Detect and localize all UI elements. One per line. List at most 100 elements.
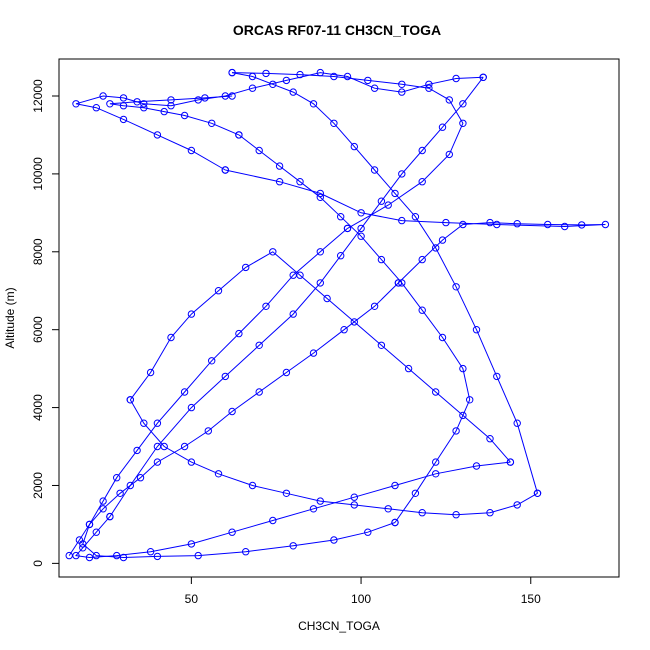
data-point	[452, 511, 460, 519]
data-point	[309, 100, 318, 108]
data-point	[398, 279, 406, 287]
data-point	[275, 162, 284, 170]
series-line	[82, 228, 396, 559]
data-point	[235, 131, 243, 139]
data-point	[79, 540, 87, 548]
data-point	[350, 142, 358, 151]
data-point	[119, 94, 128, 102]
data-point	[544, 220, 552, 229]
series-5	[72, 458, 515, 562]
data-point	[99, 497, 107, 505]
data-point	[119, 553, 128, 562]
series-3	[72, 68, 487, 174]
x-tick-label: 100	[351, 592, 371, 606]
data-point	[221, 372, 230, 381]
y-tick-label: 2000	[31, 472, 45, 499]
series-line	[225, 169, 606, 284]
data-point	[255, 146, 263, 155]
data-point	[330, 72, 338, 81]
data-point	[133, 446, 141, 455]
data-point	[357, 232, 365, 240]
data-point	[72, 551, 80, 560]
data-point	[398, 170, 406, 178]
data-point	[309, 505, 318, 513]
data-point	[418, 509, 426, 517]
data-point	[140, 104, 148, 112]
series-2	[221, 166, 610, 287]
series-9	[228, 68, 467, 233]
data-point	[194, 551, 202, 560]
data-point	[113, 474, 121, 482]
data-point	[119, 102, 128, 110]
data-point	[85, 520, 94, 529]
data-point	[493, 220, 501, 229]
data-point	[309, 349, 318, 357]
data-point	[99, 505, 107, 513]
data-point	[235, 329, 243, 338]
data-point	[92, 551, 101, 560]
data-point	[269, 80, 277, 89]
data-point	[99, 92, 107, 100]
chart-title: ORCAS RF07-11 CH3CN_TOGA	[233, 22, 441, 38]
data-point	[180, 442, 189, 451]
data-point	[330, 119, 338, 128]
data-point	[126, 396, 135, 404]
data-point	[357, 209, 365, 217]
data-point	[140, 100, 148, 108]
data-point	[418, 146, 426, 155]
series-line	[129, 251, 511, 463]
plot-frame	[58, 58, 620, 578]
data-point	[85, 553, 94, 562]
data-point	[153, 131, 162, 139]
series-8	[228, 68, 542, 497]
data-point	[384, 505, 392, 513]
data-point	[92, 528, 101, 536]
data-point	[513, 419, 521, 427]
data-point	[513, 220, 521, 228]
data-point	[472, 326, 481, 334]
data-point	[432, 458, 440, 466]
data-point	[459, 220, 467, 229]
data-point	[343, 224, 352, 233]
data-point	[316, 189, 324, 198]
data-point	[153, 419, 162, 427]
data-point	[242, 548, 250, 556]
data-point	[479, 73, 487, 82]
series-line	[232, 72, 538, 494]
data-point	[438, 236, 447, 244]
data-point	[72, 100, 80, 108]
data-point	[391, 518, 399, 527]
series-4	[106, 73, 487, 521]
data-point	[228, 528, 236, 536]
data-point	[493, 372, 501, 381]
data-point	[377, 341, 386, 349]
data-point	[513, 501, 521, 509]
data-point	[255, 341, 263, 349]
data-point	[459, 119, 467, 128]
data-point	[214, 470, 223, 478]
data-point	[357, 224, 365, 233]
data-point	[275, 178, 284, 186]
data-point	[242, 263, 250, 272]
data-point	[411, 213, 420, 221]
data-point	[370, 302, 379, 310]
data-point	[106, 512, 114, 521]
data-point	[350, 318, 358, 326]
data-point	[201, 94, 209, 102]
data-point	[187, 540, 196, 548]
data-point	[466, 396, 474, 404]
x-tick-label: 50	[185, 592, 199, 606]
data-point	[445, 96, 453, 104]
data-point	[228, 68, 236, 77]
data-point	[187, 146, 196, 155]
data-point	[398, 216, 406, 225]
data-point	[282, 489, 291, 497]
data-point	[262, 302, 270, 310]
data-point	[187, 403, 196, 412]
data-point	[486, 218, 494, 227]
series-12	[106, 92, 243, 139]
data-point	[418, 178, 426, 186]
data-point	[221, 166, 230, 174]
data-point	[269, 248, 277, 256]
